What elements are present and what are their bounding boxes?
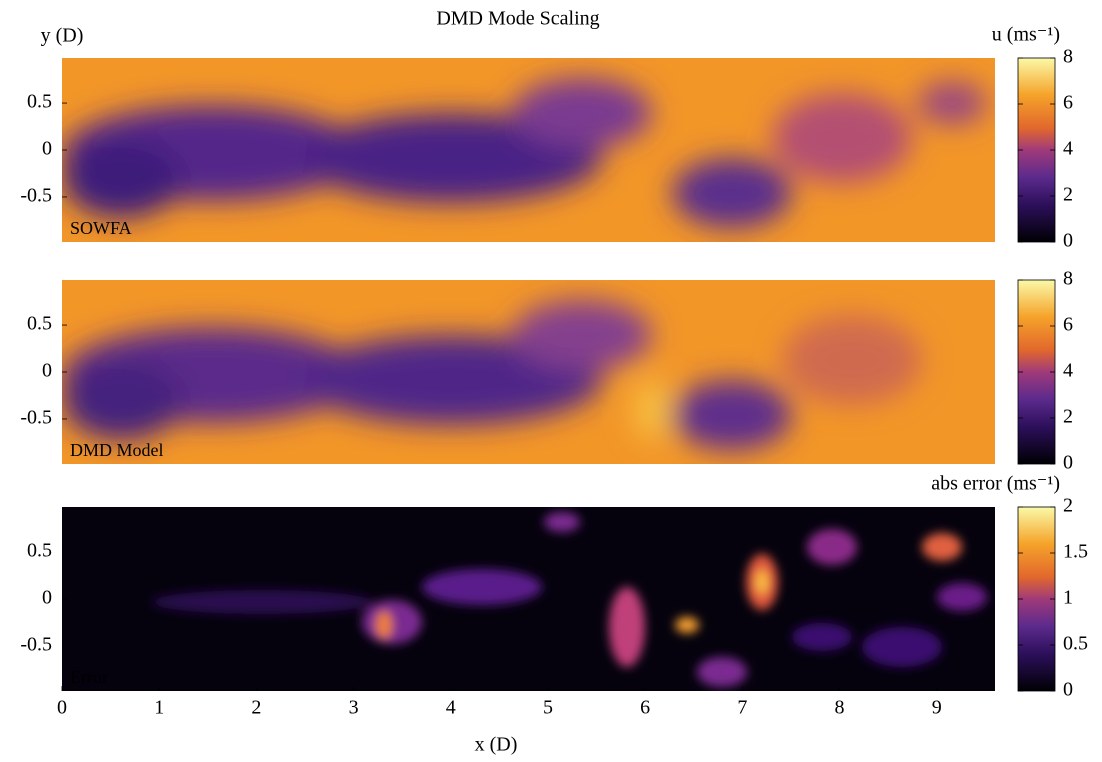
y-tick-label: 0.5 <box>27 540 52 562</box>
colorbar-tick-label: 6 <box>1063 92 1073 114</box>
colorbar <box>1017 57 1056 243</box>
y-tick-label: -0.5 <box>20 185 52 207</box>
field <box>62 58 995 242</box>
colorbar-tick-label: 0.5 <box>1063 633 1088 655</box>
colorbar-tick-label: 0 <box>1063 230 1073 252</box>
panel-label: SOWFA <box>70 218 132 238</box>
colorbar-tick-label: 4 <box>1063 138 1073 160</box>
colorbar-tick-label: 2 <box>1063 184 1073 206</box>
y-tick-label: 0 <box>42 138 52 160</box>
y-tick-label: 0.5 <box>27 313 52 335</box>
y-tick-label: 0.5 <box>27 91 52 113</box>
y-tick-label: -0.5 <box>20 407 52 429</box>
y-axis-label: y (D) <box>41 25 84 47</box>
chart-title: DMD Mode Scaling <box>436 8 599 30</box>
x-tick-label: 0 <box>57 697 67 719</box>
colorbar-tick-label: 2 <box>1063 495 1073 517</box>
x-tick-label: 6 <box>640 697 650 719</box>
colorbar-label: abs error (ms⁻¹) <box>931 473 1060 495</box>
panel-label: DMD Model <box>70 440 164 460</box>
y-tick-label: -0.5 <box>20 634 52 656</box>
x-tick-label: 9 <box>932 697 942 719</box>
x-tick-label: 3 <box>349 697 359 719</box>
colorbar-tick-label: 8 <box>1063 268 1073 290</box>
x-tick-label: 7 <box>737 697 747 719</box>
field <box>62 507 995 691</box>
y-tick-label: 0 <box>42 587 52 609</box>
colorbar-tick-label: 1.5 <box>1063 541 1088 563</box>
colorbar-tick-label: 6 <box>1063 314 1073 336</box>
panel-label: Error <box>70 667 108 687</box>
x-axis-label: x (D) <box>475 734 518 756</box>
colorbar-tick-label: 1 <box>1063 587 1073 609</box>
colorbar-label: u (ms⁻¹) <box>992 24 1060 46</box>
x-tick-label: 2 <box>251 697 261 719</box>
x-tick-label: 5 <box>543 697 553 719</box>
colorbar <box>1017 506 1056 692</box>
colorbar <box>1017 279 1056 465</box>
x-tick-label: 4 <box>446 697 456 719</box>
colorbar-tick-label: 4 <box>1063 360 1073 382</box>
colorbar-tick-label: 0 <box>1063 452 1073 474</box>
x-tick-label: 8 <box>835 697 845 719</box>
field <box>62 280 995 464</box>
x-tick-label: 1 <box>154 697 164 719</box>
colorbar-tick-label: 8 <box>1063 46 1073 68</box>
y-tick-label: 0 <box>42 360 52 382</box>
colorbar-tick-label: 2 <box>1063 406 1073 428</box>
colorbar-tick-label: 0 <box>1063 679 1073 701</box>
